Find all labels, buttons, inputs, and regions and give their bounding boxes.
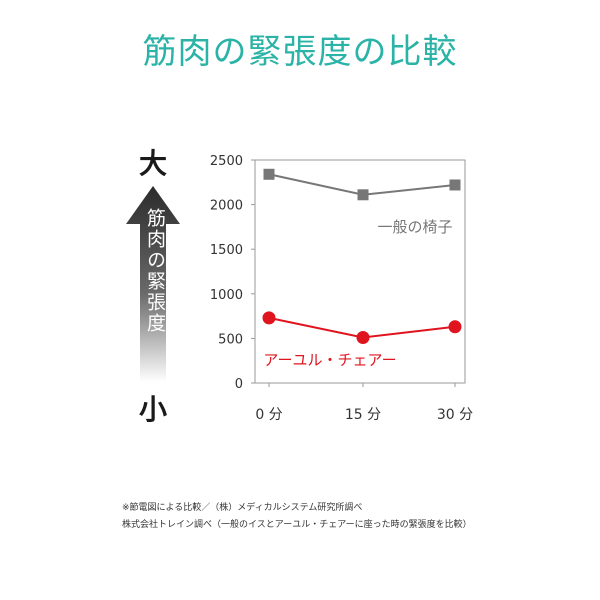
line-chart: 0 500 1000 1500 2000 2500 0 分 15 分 30 分 一般の椅子アーユル… [210, 154, 473, 423]
y-tick-label: 1000 [210, 288, 243, 303]
plot-frame [254, 159, 466, 384]
data-point-square [357, 189, 369, 201]
y-tick-label: 2500 [210, 154, 243, 169]
data-point-square [263, 168, 275, 180]
x-tick-label: 0 分 [255, 407, 282, 423]
footnotes: ※節電図による比較／（株）メディカルシステム研究所調べ 株式会社トレイン調べ（一… [122, 500, 592, 534]
data-point-circle [448, 320, 462, 334]
tension-scale-arrow: 大 筋肉の緊張度 小 [118, 147, 188, 426]
data-point-square [449, 179, 461, 191]
scale-high-label: 大 [138, 147, 167, 180]
chart-title: 筋肉の緊張度の比較 [142, 32, 458, 72]
y-tick-label: 0 [235, 377, 243, 392]
series-label-2: アーユル・チェアー [263, 351, 396, 369]
y-tick-label: 1500 [210, 243, 243, 258]
data-point-circle [356, 331, 370, 345]
gradient-arrow-icon [126, 186, 180, 382]
footnote-line-2: 株式会社トレイン調べ（一般のイスとアーユル・チェアーに座った時の緊張度を比較） [122, 520, 472, 530]
x-tick-label: 30 分 [437, 407, 473, 423]
data-point-circle [262, 311, 276, 325]
y-tick-label: 2000 [210, 199, 243, 214]
footnote-line-1: ※節電図による比較／（株）メディカルシステム研究所調べ [122, 503, 363, 513]
y-tick-label: 500 [218, 332, 243, 347]
scale-axis-text: 筋肉の緊張度 [144, 208, 166, 334]
scale-low-label: 小 [138, 393, 167, 426]
series-label-1: 一般の椅子 [377, 218, 452, 236]
x-tick-label: 15 分 [345, 407, 381, 423]
